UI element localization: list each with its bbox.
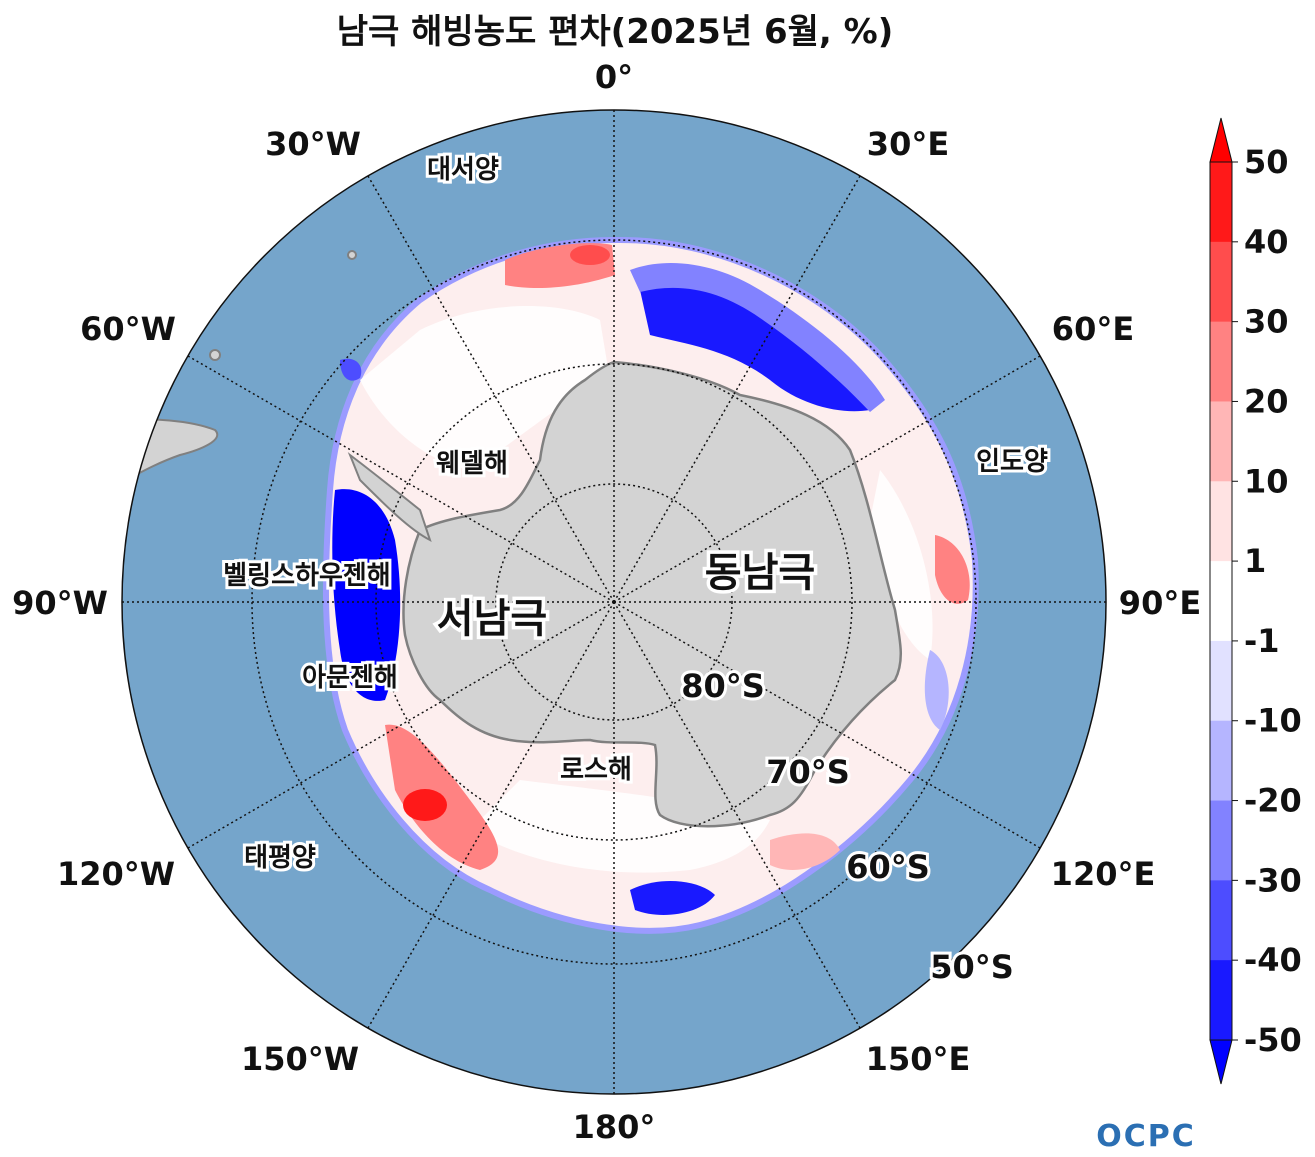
colorbar-tick-label: 1 <box>1244 542 1266 580</box>
colorbar-tick-label: -50 <box>1244 1021 1302 1059</box>
negative-anomaly-ross-north <box>630 880 715 915</box>
region-label-atlantic: 대서양 <box>427 155 499 185</box>
colorbar-tick-label: -40 <box>1244 941 1302 979</box>
lon-label-60w: 60°W <box>80 310 176 348</box>
neutral-zone-ross <box>470 780 770 873</box>
ocpc-logo: OCPC <box>1096 1119 1196 1154</box>
colorbar: 50 40 30 20 10 1 -1 -10 -20 -30 -40 -50 <box>1209 117 1302 1085</box>
colorbar-band <box>1210 481 1232 562</box>
lon-label-60e: 60°E <box>1052 310 1134 348</box>
lon-label-150w: 150°W <box>241 1040 359 1078</box>
negative-anomaly-indian-east <box>924 650 949 730</box>
negative-anomaly-bellingshausen <box>332 489 401 701</box>
region-label-indian: 인도양 <box>976 447 1048 477</box>
lon-label-120e: 120°E <box>1051 855 1156 893</box>
lon-label-90w: 90°W <box>12 584 108 622</box>
lat-circle-80s <box>495 483 733 721</box>
lon-label-30e: 30°E <box>867 125 949 163</box>
colorbar-tick-label: 50 <box>1244 143 1289 181</box>
colorbar-under-arrow <box>1209 1039 1233 1085</box>
colorbar-tick-label: -1 <box>1244 622 1280 660</box>
lon-label-120w: 120°W <box>57 855 175 893</box>
colorbar-band <box>1210 720 1232 802</box>
negative-anomaly-weddell-west <box>340 358 362 381</box>
island <box>209 349 221 361</box>
colorbar-tick-label: 30 <box>1244 303 1289 341</box>
colorbar-tick-label: 40 <box>1244 223 1289 261</box>
negative-anomaly-east-atlantic-edge <box>630 262 885 412</box>
region-label-ross: 로스해 <box>560 755 632 785</box>
colorbar-frame <box>1209 161 1233 1041</box>
lon-label-0: 0° <box>595 58 633 96</box>
region-label-pacific: 태평양 <box>244 843 316 873</box>
positive-anomaly-amundsen-core <box>403 789 447 821</box>
map-title: 남극 해빙농도 편차(2025년 6월, %) <box>336 12 894 52</box>
region-label-bellingshausen: 벨링스하우젠해 <box>223 561 390 591</box>
lon-label-150e: 150°E <box>866 1040 971 1078</box>
lat-label-50s: 50°S <box>930 948 1014 986</box>
positive-anomaly-atlantic-core <box>570 245 610 265</box>
lat-label-60s: 60°S <box>846 848 930 886</box>
colorbar-band <box>1210 162 1232 243</box>
antarctic-peninsula <box>347 452 432 542</box>
lon-label-90e: 90°E <box>1119 584 1201 622</box>
colorbar-band <box>1210 800 1232 881</box>
colorbar-tick-label: -10 <box>1244 702 1302 740</box>
negative-anomaly-east-atlantic <box>640 279 870 412</box>
meridians <box>122 110 1106 1094</box>
colorbar-tick-label: -30 <box>1244 861 1302 899</box>
map-boundary <box>121 109 1107 1095</box>
colorbar-band <box>1210 401 1232 482</box>
lat-label-80s: 80°S <box>681 667 765 705</box>
region-label-east-antarctica: 동남극 <box>705 550 815 596</box>
positive-anomaly-ross-east <box>770 833 840 870</box>
lat-label-70s: 70°S <box>766 753 850 791</box>
lat-circle-70s <box>375 363 853 841</box>
colorbar-band <box>1210 960 1232 1041</box>
colorbar-over-arrow <box>1209 117 1233 163</box>
positive-anomaly-indian <box>935 535 970 604</box>
lon-label-180: 180° <box>573 1108 656 1146</box>
neutral-zone-weddell <box>360 306 610 470</box>
colorbar-tick-label: 10 <box>1244 462 1289 500</box>
island <box>347 250 357 260</box>
colorbar-band <box>1210 241 1232 323</box>
colorbar-band <box>1210 880 1232 961</box>
region-label-amundsen: 아문젠해 <box>302 663 398 693</box>
neutral-zone-indian <box>870 470 933 660</box>
region-label-west-antarctica: 서남극 <box>437 596 547 642</box>
colorbar-band <box>1210 321 1232 402</box>
region-label-weddell: 웨델해 <box>436 449 508 479</box>
lon-label-30w: 30°W <box>265 125 361 163</box>
antarctica-land <box>402 360 903 828</box>
colorbar-band <box>1210 640 1232 722</box>
colorbar-tick-label: -20 <box>1244 782 1302 820</box>
colorbar-band <box>1210 561 1232 642</box>
colorbar-tick-label: 20 <box>1244 382 1289 420</box>
